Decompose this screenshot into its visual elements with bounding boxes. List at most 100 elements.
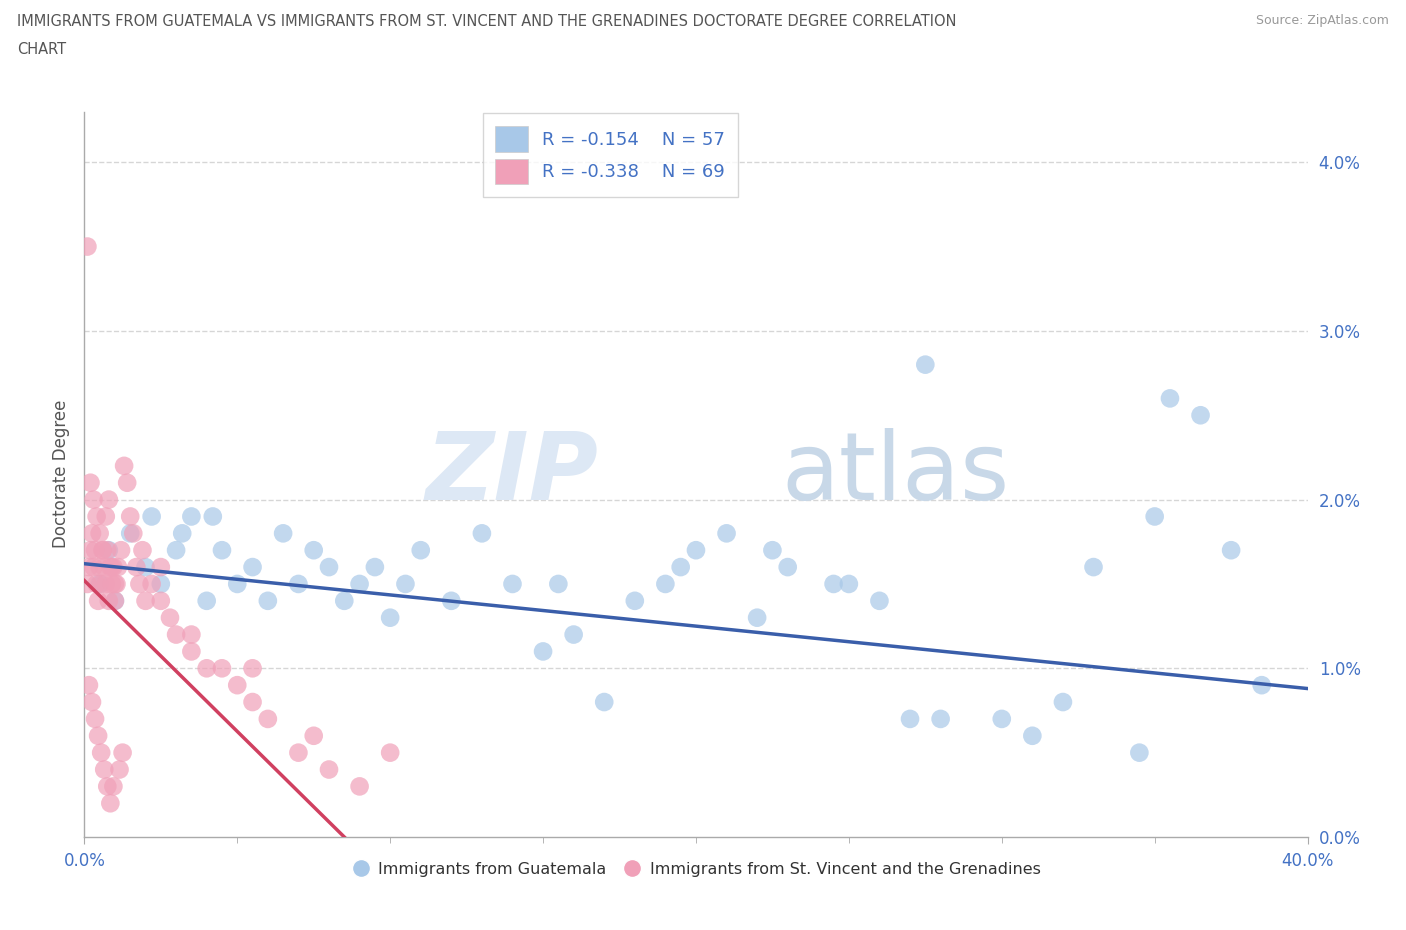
- Point: [165, 627, 187, 642]
- Point: [76, 577, 98, 591]
- Point: [531, 644, 554, 658]
- Point: [149, 593, 172, 608]
- Point: [93, 560, 115, 575]
- Point: [79, 543, 101, 558]
- Point: [97, 492, 120, 507]
- Point: [149, 560, 172, 575]
- Point: [101, 577, 124, 591]
- Point: [87, 728, 110, 743]
- Point: [1128, 745, 1150, 760]
- Point: [364, 560, 387, 575]
- Point: [201, 509, 224, 524]
- Point: [242, 661, 264, 676]
- Point: [84, 543, 107, 558]
- Point: [91, 543, 114, 558]
- Point: [211, 543, 233, 558]
- Point: [349, 577, 371, 591]
- Point: [83, 560, 105, 575]
- Point: [929, 711, 952, 726]
- Point: [242, 560, 264, 575]
- Text: atlas: atlas: [782, 429, 1010, 520]
- Point: [89, 525, 111, 540]
- Point: [1250, 678, 1272, 693]
- Point: [125, 560, 148, 575]
- Point: [115, 475, 138, 490]
- Point: [380, 745, 402, 760]
- Point: [180, 627, 202, 642]
- Point: [135, 593, 157, 608]
- Y-axis label: Doctorate Degree: Doctorate Degree: [52, 400, 70, 549]
- Point: [103, 779, 125, 794]
- Text: Source: ZipAtlas.com: Source: ZipAtlas.com: [1256, 14, 1389, 27]
- Point: [195, 661, 218, 676]
- Point: [562, 627, 585, 642]
- Point: [77, 560, 100, 575]
- Point: [110, 543, 132, 558]
- Point: [333, 593, 356, 608]
- Point: [409, 543, 432, 558]
- Point: [257, 593, 280, 608]
- Point: [90, 577, 112, 591]
- Point: [77, 678, 100, 693]
- Text: CHART: CHART: [17, 42, 66, 57]
- Point: [898, 711, 921, 726]
- Point: [104, 593, 127, 608]
- Point: [112, 458, 135, 473]
- Point: [141, 577, 163, 591]
- Point: [1143, 509, 1166, 524]
- Point: [120, 525, 142, 540]
- Point: [349, 779, 371, 794]
- Point: [1159, 391, 1181, 405]
- Point: [271, 525, 294, 540]
- Point: [685, 543, 707, 558]
- Point: [96, 779, 118, 794]
- Point: [624, 593, 647, 608]
- Point: [105, 577, 128, 591]
- Point: [869, 593, 891, 608]
- Point: [131, 543, 153, 558]
- Point: [89, 560, 111, 575]
- Point: [287, 577, 309, 591]
- Point: [669, 560, 692, 575]
- Point: [80, 695, 103, 710]
- Point: [1189, 408, 1212, 423]
- Point: [97, 593, 120, 608]
- Point: [91, 543, 114, 558]
- Point: [87, 593, 110, 608]
- Point: [211, 661, 233, 676]
- Legend: Immigrants from Guatemala, Immigrants from St. Vincent and the Grenadines: Immigrants from Guatemala, Immigrants fr…: [344, 856, 1047, 884]
- Point: [1052, 695, 1074, 710]
- Point: [120, 509, 142, 524]
- Point: [761, 543, 783, 558]
- Point: [287, 745, 309, 760]
- Point: [94, 577, 117, 591]
- Point: [111, 745, 134, 760]
- Point: [165, 543, 187, 558]
- Point: [823, 577, 845, 591]
- Point: [318, 560, 340, 575]
- Point: [747, 610, 769, 625]
- Point: [84, 711, 107, 726]
- Point: [80, 525, 103, 540]
- Point: [90, 745, 112, 760]
- Point: [716, 525, 738, 540]
- Point: [122, 525, 145, 540]
- Point: [128, 577, 150, 591]
- Point: [104, 593, 127, 608]
- Point: [502, 577, 524, 591]
- Point: [159, 610, 181, 625]
- Point: [226, 678, 249, 693]
- Point: [97, 543, 120, 558]
- Point: [394, 577, 416, 591]
- Point: [440, 593, 463, 608]
- Point: [96, 543, 118, 558]
- Text: IMMIGRANTS FROM GUATEMALA VS IMMIGRANTS FROM ST. VINCENT AND THE GRENADINES DOCT: IMMIGRANTS FROM GUATEMALA VS IMMIGRANTS …: [17, 14, 956, 29]
- Point: [98, 796, 121, 811]
- Point: [108, 762, 131, 777]
- Point: [76, 239, 98, 254]
- Point: [226, 577, 249, 591]
- Point: [86, 577, 108, 591]
- Point: [180, 509, 202, 524]
- Point: [83, 492, 105, 507]
- Point: [257, 711, 280, 726]
